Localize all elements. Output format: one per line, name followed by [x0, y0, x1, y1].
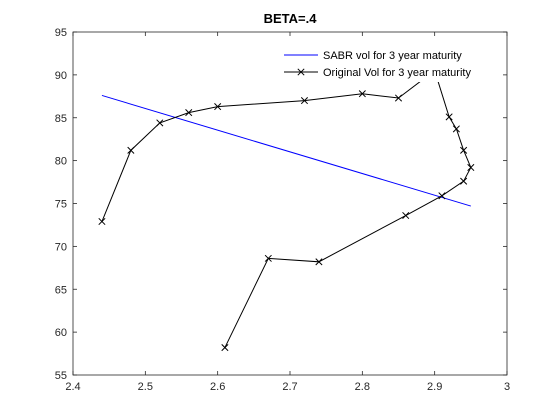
data-point: [467, 163, 475, 172]
data-point: [221, 344, 229, 352]
data-point: [315, 258, 323, 266]
data-point: [394, 94, 403, 102]
series-line-0: [101, 94, 471, 207]
plot-area: [72, 31, 508, 376]
data-point: [460, 177, 468, 185]
data-point: [402, 211, 410, 220]
y-tick-label: 70: [55, 241, 67, 253]
legend-box: [277, 42, 497, 82]
y-tick-label: 65: [55, 284, 67, 296]
data-point: [127, 146, 135, 154]
data-point: [98, 217, 106, 226]
y-tick-label: 55: [55, 370, 67, 382]
x-tick-label: 3: [504, 381, 510, 393]
legend: SABR vol for 3 year maturity Original Vo…: [277, 42, 497, 82]
x-tick-label: 2.6: [210, 381, 225, 393]
chart-title: BETA=.4: [264, 11, 318, 26]
y-tick-label: 85: [55, 113, 67, 125]
y-tick-label: 95: [55, 27, 67, 39]
data-point: [358, 90, 366, 98]
y-tick-label: 60: [55, 327, 67, 339]
x-tick-label: 2.8: [355, 381, 370, 393]
data-point: [185, 109, 193, 117]
x-tick-label: 2.4: [65, 381, 80, 393]
legend-label-sabr: SABR vol for 3 year maturity: [323, 50, 462, 62]
legend-marker-original: [297, 68, 305, 76]
data-point: [214, 103, 222, 111]
data-point: [452, 125, 460, 133]
data-point: [460, 146, 468, 154]
data-point: [156, 119, 164, 127]
y-tick-label: 75: [55, 199, 67, 211]
data-point: [438, 192, 446, 200]
legend-label-original: Original Vol for 3 year maturity: [323, 67, 471, 79]
data-point: [264, 254, 272, 262]
data-point: [445, 113, 453, 121]
x-tick-label: 2.5: [138, 381, 153, 393]
series-layer: [98, 67, 475, 352]
y-tick-label: 90: [55, 70, 67, 82]
axis-ticks: 2.4 2.5 2.6 2.7 2.8 2.9 3 55 60 65 70 75 80 85 90 95: [55, 27, 510, 393]
x-tick-label: 2.7: [282, 381, 297, 393]
legend-x-marker: [297, 68, 305, 76]
x-tick-label: 2.9: [427, 381, 442, 393]
y-tick-label: 80: [55, 156, 67, 168]
data-point: [300, 97, 309, 105]
